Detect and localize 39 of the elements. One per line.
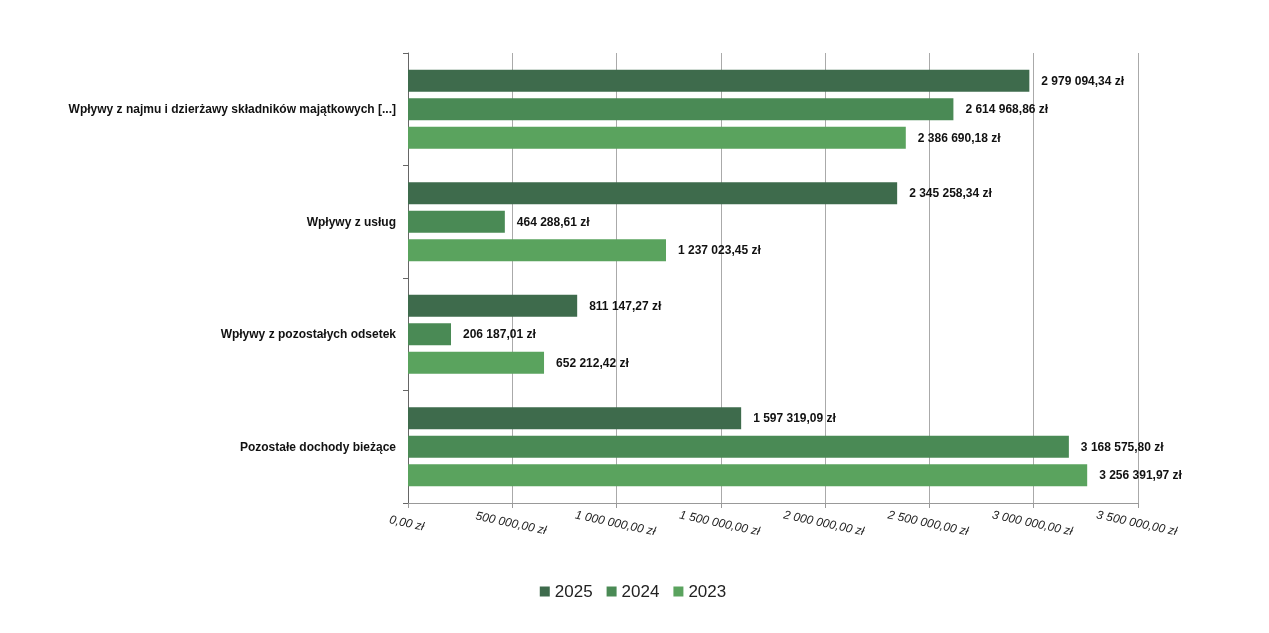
data-label: 3 256 391,97 zł [1099, 468, 1183, 483]
bar [408, 435, 1069, 458]
bar [408, 294, 578, 317]
x-tick-label: 0,00 zł [388, 512, 426, 534]
bar [408, 182, 898, 205]
data-label: 2 979 094,34 zł [1041, 73, 1125, 88]
legend-label: 2023 [688, 582, 727, 601]
legend-label: 2024 [621, 582, 660, 601]
x-tick-label: 1 000 000,00 zł [573, 507, 658, 539]
data-label: 464 288,61 zł [516, 214, 591, 229]
legend-label: 2025 [554, 582, 593, 601]
x-tick-label: 3 500 000,00 zł [1095, 507, 1179, 539]
data-label: 2 614 968,86 zł [965, 102, 1049, 117]
data-label: 2 345 258,34 zł [909, 186, 993, 201]
data-label: 3 168 575,80 zł [1080, 439, 1165, 454]
bar [408, 239, 667, 262]
bar [408, 464, 1088, 487]
x-tick-label: 1 500 000,00 zł [678, 507, 762, 539]
bar [408, 98, 954, 121]
data-label: 652 212,42 zł [556, 355, 630, 370]
x-tick-label: 500 000,00 zł [474, 508, 549, 538]
data-label: 1 237 023,45 zł [678, 243, 762, 258]
y-tick-label: Pozostałe dochody bieżące [239, 439, 397, 454]
bar [408, 351, 545, 374]
bar [408, 407, 742, 430]
bar [408, 210, 505, 233]
x-tick-label: 3 000 000,00 zł [990, 507, 1075, 539]
bar [408, 69, 1030, 92]
y-tick-label: Wpływy z usług [306, 214, 396, 229]
data-label: 811 147,27 zł [589, 298, 662, 313]
x-tick-label: 2 000 000,00 zł [781, 507, 866, 539]
x-tick-label: 2 500 000,00 zł [885, 507, 971, 539]
y-tick-label: Wpływy z pozostałych odsetek [220, 327, 397, 342]
bar [408, 126, 906, 149]
bar [408, 323, 451, 346]
data-label: 2 386 690,18 zł [917, 130, 1002, 145]
data-label: 206 187,01 zł [463, 327, 537, 342]
data-label: 1 597 319,09 zł [753, 411, 837, 426]
y-tick-label: Wpływy z najmu i dzierżawy składników majątkowych [...] [68, 102, 396, 117]
